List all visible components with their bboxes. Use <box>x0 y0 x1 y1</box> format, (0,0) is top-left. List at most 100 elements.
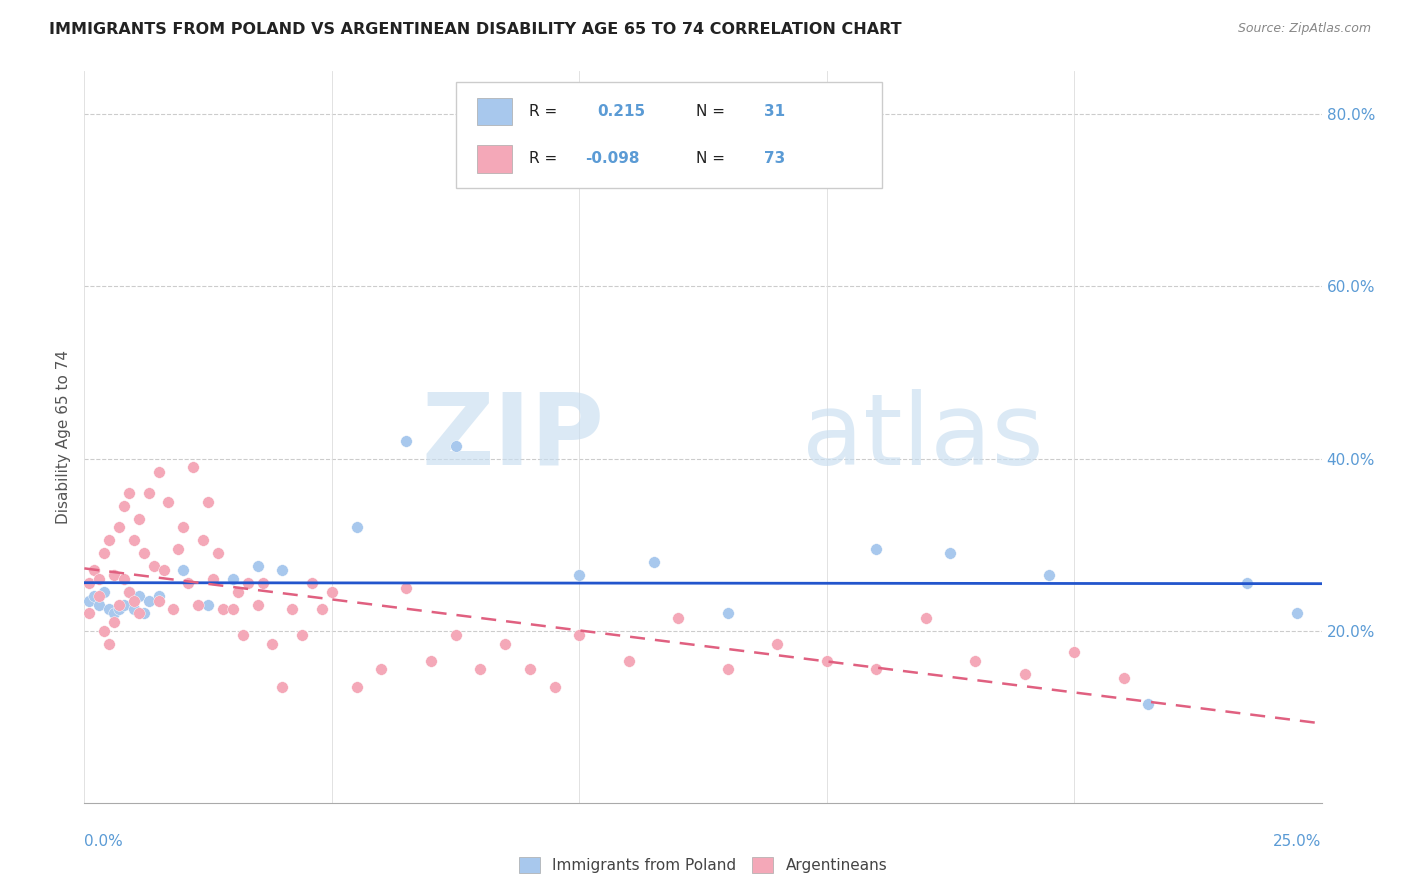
Point <box>939 546 962 560</box>
Point <box>83 564 105 578</box>
Point <box>965 654 987 668</box>
Point <box>519 662 541 676</box>
Point <box>766 637 789 651</box>
Point <box>148 589 170 603</box>
Point <box>1038 567 1060 582</box>
Point <box>291 628 314 642</box>
Point <box>252 576 274 591</box>
Point <box>148 593 170 607</box>
Point <box>112 572 135 586</box>
Point <box>444 439 467 453</box>
Bar <box>477 145 512 173</box>
Point <box>717 607 740 621</box>
Point <box>207 546 229 560</box>
Text: 31: 31 <box>765 104 786 120</box>
Point <box>138 593 160 607</box>
Text: ZIP: ZIP <box>422 389 605 485</box>
Point <box>79 593 101 607</box>
Point <box>79 607 101 621</box>
Point <box>122 602 145 616</box>
Point <box>262 637 284 651</box>
Point <box>191 533 214 548</box>
Point <box>1137 697 1160 711</box>
Point <box>470 662 492 676</box>
Point <box>1285 607 1308 621</box>
Point <box>321 585 343 599</box>
Point <box>281 602 304 616</box>
Point <box>132 607 155 621</box>
Point <box>167 541 190 556</box>
Point <box>138 486 160 500</box>
Point <box>232 628 254 642</box>
Point <box>666 611 689 625</box>
Point <box>177 576 200 591</box>
Point <box>108 598 131 612</box>
Point <box>395 434 418 449</box>
Point <box>370 662 392 676</box>
Point <box>148 465 170 479</box>
Point <box>346 520 368 534</box>
Point <box>271 680 294 694</box>
Point <box>543 680 565 694</box>
Point <box>98 637 121 651</box>
Point <box>93 546 115 560</box>
Text: Source: ZipAtlas.com: Source: ZipAtlas.com <box>1237 22 1371 36</box>
Text: IMMIGRANTS FROM POLAND VS ARGENTINEAN DISABILITY AGE 65 TO 74 CORRELATION CHART: IMMIGRANTS FROM POLAND VS ARGENTINEAN DI… <box>49 22 901 37</box>
Point <box>122 593 145 607</box>
Text: 0.0%: 0.0% <box>84 834 124 849</box>
Point <box>103 567 125 582</box>
Point <box>162 602 184 616</box>
Point <box>93 624 115 638</box>
Point <box>93 585 115 599</box>
Text: atlas: atlas <box>801 389 1043 485</box>
Point <box>222 572 245 586</box>
Point <box>128 607 150 621</box>
Point <box>226 585 249 599</box>
Point <box>128 589 150 603</box>
Point <box>103 615 125 629</box>
Point <box>236 576 259 591</box>
Point <box>197 494 219 508</box>
Text: R =: R = <box>529 152 562 167</box>
Point <box>419 654 441 668</box>
Text: N =: N = <box>696 152 730 167</box>
Point <box>617 654 640 668</box>
Point <box>89 589 111 603</box>
Point <box>98 533 121 548</box>
Point <box>444 628 467 642</box>
Point <box>246 559 269 574</box>
Text: 0.215: 0.215 <box>598 104 645 120</box>
Point <box>311 602 333 616</box>
Point <box>1236 576 1258 591</box>
Point <box>181 460 204 475</box>
Point <box>128 512 150 526</box>
Point <box>271 564 294 578</box>
Point <box>815 654 838 668</box>
Point <box>865 662 887 676</box>
Point <box>494 637 516 651</box>
FancyBboxPatch shape <box>456 82 883 188</box>
Point <box>643 555 665 569</box>
Point <box>197 598 219 612</box>
Point <box>172 520 194 534</box>
Point <box>1063 645 1085 659</box>
Point <box>108 602 131 616</box>
Point <box>212 602 235 616</box>
Point <box>132 546 155 560</box>
Point <box>568 567 591 582</box>
Point <box>152 564 174 578</box>
Point <box>914 611 936 625</box>
Point <box>108 520 131 534</box>
Point <box>865 541 887 556</box>
Text: -0.098: -0.098 <box>585 152 640 167</box>
Point <box>346 680 368 694</box>
Point <box>112 598 135 612</box>
Point <box>395 581 418 595</box>
Point <box>187 598 209 612</box>
Point <box>89 572 111 586</box>
Point <box>222 602 245 616</box>
Point <box>172 564 194 578</box>
Point <box>118 486 141 500</box>
Text: R =: R = <box>529 104 562 120</box>
Y-axis label: Disability Age 65 to 74: Disability Age 65 to 74 <box>56 350 72 524</box>
